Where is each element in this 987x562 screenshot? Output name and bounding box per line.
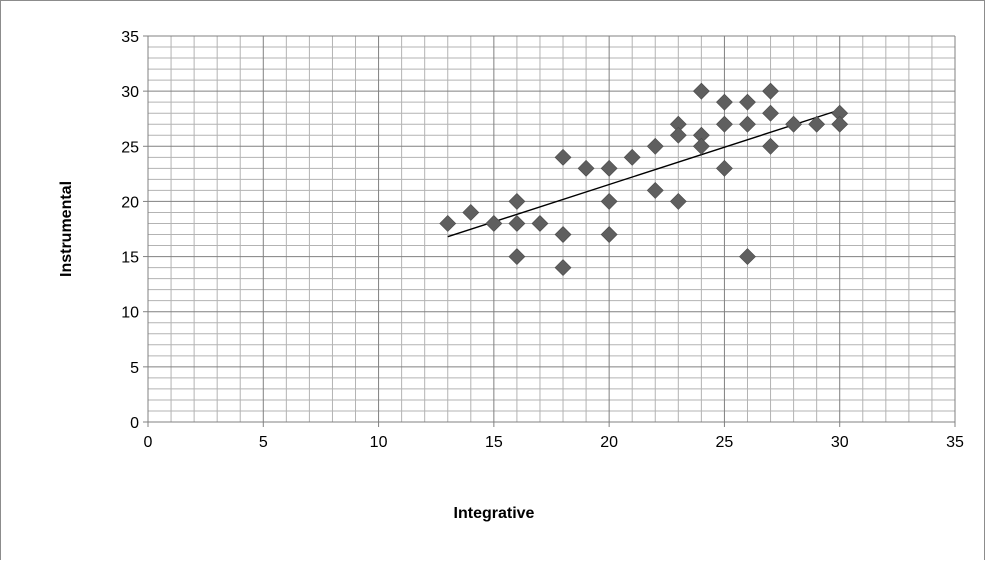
data-point: [600, 226, 618, 243]
x-tick-labels: 0 5 10 15 20 25 30 35: [144, 434, 964, 451]
data-point: [739, 248, 756, 265]
data-point: [577, 159, 595, 177]
x-tick-label: 15: [485, 434, 503, 451]
data-point: [739, 93, 756, 111]
y-tick-labels: 0 5 10 15 20 25 30 35: [121, 29, 139, 432]
data-point: [462, 204, 480, 221]
trendline: [447, 109, 840, 238]
y-tick-label: 25: [121, 139, 139, 156]
data-point: [716, 159, 733, 177]
x-tick-label: 25: [716, 434, 734, 451]
x-tick-label: 10: [370, 434, 388, 451]
x-axis-title: Integrative: [454, 505, 535, 522]
data-point: [485, 215, 503, 232]
data-point: [762, 137, 779, 155]
data-point: [692, 82, 710, 100]
x-tick-label: 30: [831, 434, 849, 451]
y-tick-label: 5: [130, 360, 139, 377]
data-point: [554, 226, 572, 243]
data-point: [669, 126, 687, 144]
data-point: [762, 104, 779, 122]
minor-gridlines: [148, 36, 955, 422]
data-point: [600, 159, 618, 177]
data-point: [439, 215, 457, 232]
data-point: [646, 181, 664, 199]
x-tick-label: 20: [600, 434, 618, 451]
y-tick-label: 10: [121, 305, 139, 322]
data-points: [439, 82, 849, 277]
y-tick-label: 35: [121, 29, 139, 46]
data-point: [508, 215, 526, 232]
data-point: [785, 115, 803, 133]
data-point: [692, 137, 710, 155]
data-point: [554, 148, 572, 166]
data-point: [831, 115, 849, 133]
x-tick-label: 5: [259, 434, 268, 451]
data-point: [716, 93, 733, 111]
x-tick-label: 35: [946, 434, 964, 451]
data-point: [623, 148, 641, 166]
x-tick-label: 0: [144, 434, 153, 451]
data-point: [716, 115, 733, 133]
data-point: [739, 115, 756, 133]
y-axis-title: Instrumental: [58, 181, 75, 277]
data-point: [600, 193, 618, 210]
data-point: [762, 82, 779, 100]
major-gridlines: [148, 35, 956, 422]
trendline-layer: [447, 109, 840, 238]
y-tick-label: 20: [121, 194, 139, 211]
data-point: [554, 259, 572, 277]
y-tick-label: 15: [121, 250, 139, 267]
data-point: [531, 215, 549, 232]
y-tick-label: 30: [121, 84, 139, 101]
data-point: [646, 137, 664, 155]
data-point: [808, 115, 826, 133]
axes: [143, 35, 956, 427]
data-point: [669, 193, 687, 210]
y-tick-label: 0: [130, 415, 139, 432]
data-point: [508, 193, 526, 210]
data-point: [508, 248, 526, 265]
